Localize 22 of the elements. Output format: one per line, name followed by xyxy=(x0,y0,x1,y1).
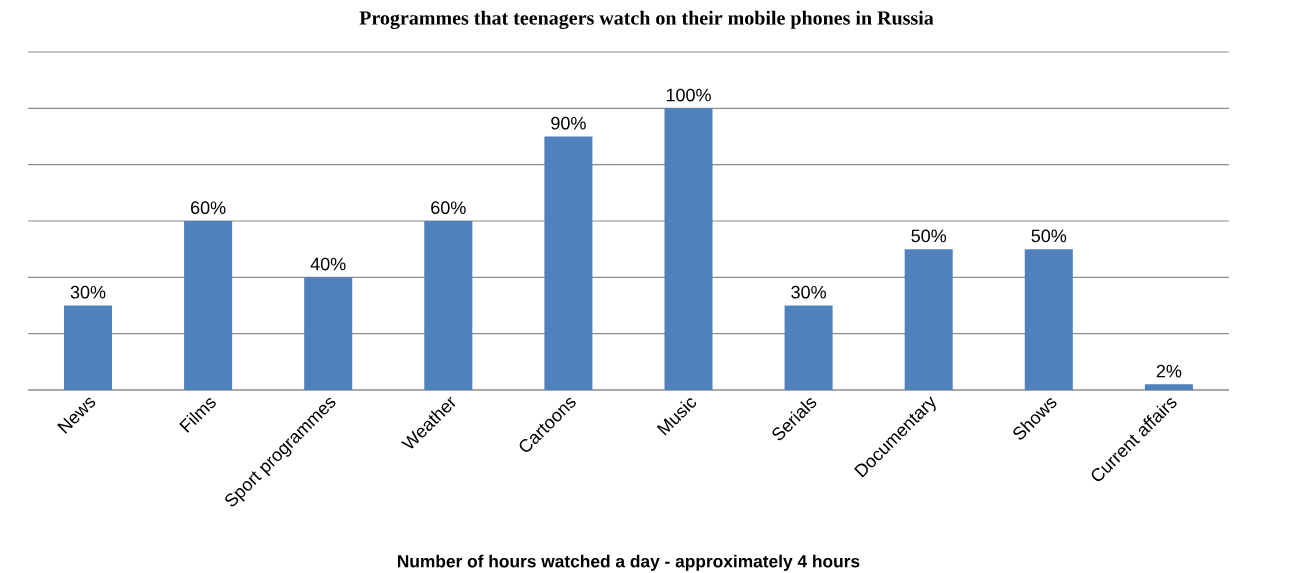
bar xyxy=(63,305,113,390)
bar xyxy=(544,136,593,390)
chart-title: Programmes that teenagers watch on their mobile phones in Russia xyxy=(359,10,934,29)
bar xyxy=(664,108,713,390)
bar xyxy=(784,305,833,390)
x-axis-title: Number of hours watched a day - approximately 4 hours xyxy=(397,554,860,571)
bar xyxy=(184,220,233,390)
bar xyxy=(904,249,953,390)
data-label: 100% xyxy=(666,88,711,102)
data-label: 60% xyxy=(191,201,226,215)
bar xyxy=(304,277,353,390)
bar xyxy=(424,220,473,390)
bar xyxy=(1024,249,1073,390)
data-label: 60% xyxy=(431,201,466,215)
data-label: 50% xyxy=(1031,229,1067,243)
data-label: 2% xyxy=(1156,364,1182,378)
bar xyxy=(1144,384,1193,390)
data-label: 30% xyxy=(791,285,826,299)
data-label: 90% xyxy=(551,116,586,130)
data-label: 50% xyxy=(911,229,947,243)
data-label: 40% xyxy=(310,257,346,271)
data-label: 30% xyxy=(70,285,106,299)
